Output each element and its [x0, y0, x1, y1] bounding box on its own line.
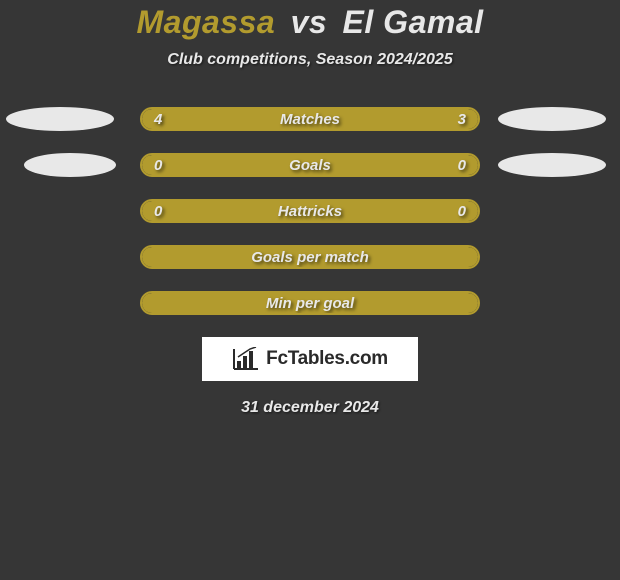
ellipse-right-icon — [498, 107, 606, 131]
ellipse-left-icon — [6, 107, 114, 131]
stat-right-value: 3 — [458, 111, 466, 128]
stat-bar: Min per goal — [140, 291, 480, 315]
subtitle: Club competitions, Season 2024/2025 — [0, 51, 620, 69]
date-label: 31 december 2024 — [0, 399, 620, 417]
stat-row-matches: 4 Matches 3 — [0, 107, 620, 131]
stat-row-min-per-goal: Min per goal — [0, 291, 620, 315]
stat-label: Min per goal — [266, 295, 354, 312]
stat-bar: 0 Goals 0 — [140, 153, 480, 177]
bar-fill-right — [334, 109, 478, 129]
ellipse-left-icon — [24, 153, 116, 177]
stat-bar: Goals per match — [140, 245, 480, 269]
stat-right-value: 0 — [458, 203, 466, 220]
page-title: Magassa vs El Gamal — [0, 4, 620, 41]
stat-right-value: 0 — [458, 157, 466, 174]
stat-label: Goals per match — [251, 249, 369, 266]
stats-rows: 4 Matches 3 0 Goals 0 0 Hattricks 0 — [0, 107, 620, 315]
stat-bar: 0 Hattricks 0 — [140, 199, 480, 223]
stat-row-goals-per-match: Goals per match — [0, 245, 620, 269]
barchart-icon — [232, 347, 260, 371]
player2-name: El Gamal — [343, 4, 484, 40]
stat-row-goals: 0 Goals 0 — [0, 153, 620, 177]
stat-left-value: 4 — [154, 111, 162, 128]
stat-left-value: 0 — [154, 157, 162, 174]
stat-label: Hattricks — [278, 203, 342, 220]
stat-label: Matches — [280, 111, 340, 128]
stat-row-hattricks: 0 Hattricks 0 — [0, 199, 620, 223]
stat-left-value: 0 — [154, 203, 162, 220]
player1-name: Magassa — [136, 4, 275, 40]
logo-text: FcTables.com — [266, 348, 388, 370]
stat-label: Goals — [289, 157, 331, 174]
logo-box: FcTables.com — [202, 337, 418, 381]
stat-bar: 4 Matches 3 — [140, 107, 480, 131]
comparison-widget: Magassa vs El Gamal Club competitions, S… — [0, 0, 620, 417]
ellipse-right-icon — [498, 153, 606, 177]
vs-label: vs — [291, 4, 328, 40]
